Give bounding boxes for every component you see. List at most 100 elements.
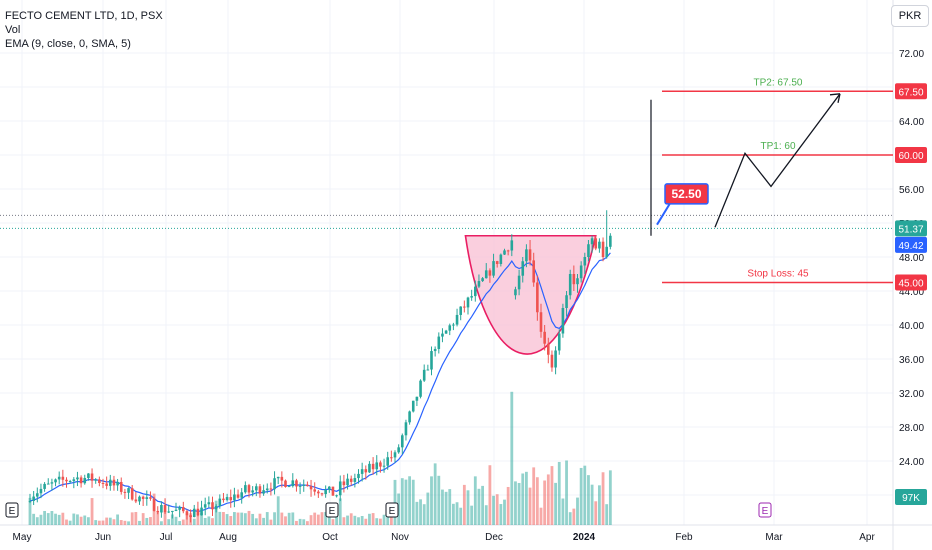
candle-body (357, 473, 360, 479)
stop-label: Stop Loss: 45 (747, 269, 809, 280)
candle-body (50, 482, 54, 484)
volume-bar (83, 515, 87, 525)
candle-body (368, 463, 371, 473)
candle-body (171, 510, 174, 512)
candle-body (583, 257, 587, 266)
candle-body (178, 507, 181, 510)
legend-volume[interactable]: Vol (5, 24, 21, 36)
volume-bar (116, 514, 119, 525)
candle-body (557, 333, 561, 351)
volume-bar (295, 520, 298, 525)
volume-bar (320, 512, 324, 525)
volume-bar (579, 467, 583, 525)
volume-bar (247, 510, 251, 525)
volume-bar (265, 512, 269, 525)
volume-bar (568, 512, 572, 525)
volume-bar (400, 478, 404, 525)
x-tick-label: Jun (95, 532, 111, 543)
candle-body (430, 351, 433, 370)
candle-body (94, 479, 97, 481)
candle-body (349, 478, 353, 482)
candle-body (320, 493, 324, 495)
volume-bar (342, 517, 346, 525)
volume-bar (39, 514, 43, 525)
x-tick-label: Jul (160, 532, 173, 543)
candle-body (229, 497, 233, 501)
volume-bar (546, 474, 550, 525)
candle-body (116, 481, 119, 486)
candle-body (441, 333, 444, 337)
volume-bar (174, 516, 178, 525)
volume-bar (433, 463, 437, 525)
volume-bar (477, 488, 481, 525)
candle-body (87, 473, 90, 478)
candle-body (463, 306, 466, 308)
stop-tag (895, 274, 927, 291)
volume-bar (203, 517, 207, 525)
candle-body (83, 477, 87, 484)
volume-bar (470, 505, 474, 525)
volume-bar (492, 495, 495, 525)
candle-body (247, 485, 251, 493)
candle-body (295, 480, 298, 487)
volume-bar (306, 521, 309, 525)
volume-bar (32, 513, 36, 525)
volume-bar (287, 512, 291, 525)
stop-tag-text: 45.00 (898, 279, 923, 290)
volume-bar (76, 514, 79, 525)
candle-body (397, 447, 400, 453)
y-tick-label: 40.00 (899, 321, 924, 332)
candle-body (492, 261, 495, 276)
volume-bar (181, 519, 185, 525)
candle-body (393, 452, 397, 458)
chart-title[interactable]: FECTO CEMENT LTD, 1D, PSX (5, 10, 163, 22)
candle-body (291, 480, 295, 487)
y-tick-label: 32.00 (899, 389, 924, 400)
candle-body (36, 493, 39, 497)
volume-bar (331, 519, 335, 525)
volume-bar (68, 520, 72, 525)
candle-body (415, 396, 419, 401)
candle-body (105, 483, 108, 486)
volume-bar (557, 461, 561, 525)
candle-body (269, 488, 273, 490)
earnings-marker-label: E (9, 506, 16, 517)
candle-body (426, 369, 430, 371)
x-tick-label: Nov (391, 532, 409, 543)
volume-bar (499, 504, 503, 525)
volume-bar (408, 476, 411, 525)
volume-bar (565, 460, 568, 525)
candle-body (525, 249, 528, 262)
candle-body (156, 510, 160, 513)
volume-bar (583, 465, 587, 525)
candle-body (276, 476, 280, 479)
volume-bar (87, 517, 90, 525)
volume-bar (240, 512, 244, 525)
callout-text: 52.50 (671, 187, 701, 201)
volume-bar (302, 519, 306, 525)
x-tick-label: Aug (219, 532, 237, 543)
volume-bar (138, 520, 141, 525)
candle-body (273, 478, 276, 490)
candle-body (459, 306, 462, 315)
candle-body (510, 240, 514, 251)
candle-body (503, 250, 506, 255)
legend-ema[interactable]: EMA (9, close, 0, SMA, 5) (5, 38, 131, 50)
currency-button[interactable]: PKR (891, 5, 929, 27)
candle-body (452, 324, 455, 326)
volume-bar (488, 465, 492, 525)
volume-bar (543, 480, 547, 525)
volume-bar (35, 517, 39, 525)
candle-body (605, 246, 608, 257)
earnings-marker (758, 502, 772, 518)
earnings-marker (385, 502, 399, 518)
candle-body (251, 490, 254, 493)
candle-body (419, 380, 422, 397)
earnings-marker-label: E (762, 506, 769, 517)
candle-body (346, 478, 349, 486)
volume-bar (521, 473, 525, 525)
volume-bar (379, 518, 382, 525)
volume-bar (481, 485, 484, 525)
volume-bar (170, 514, 174, 525)
